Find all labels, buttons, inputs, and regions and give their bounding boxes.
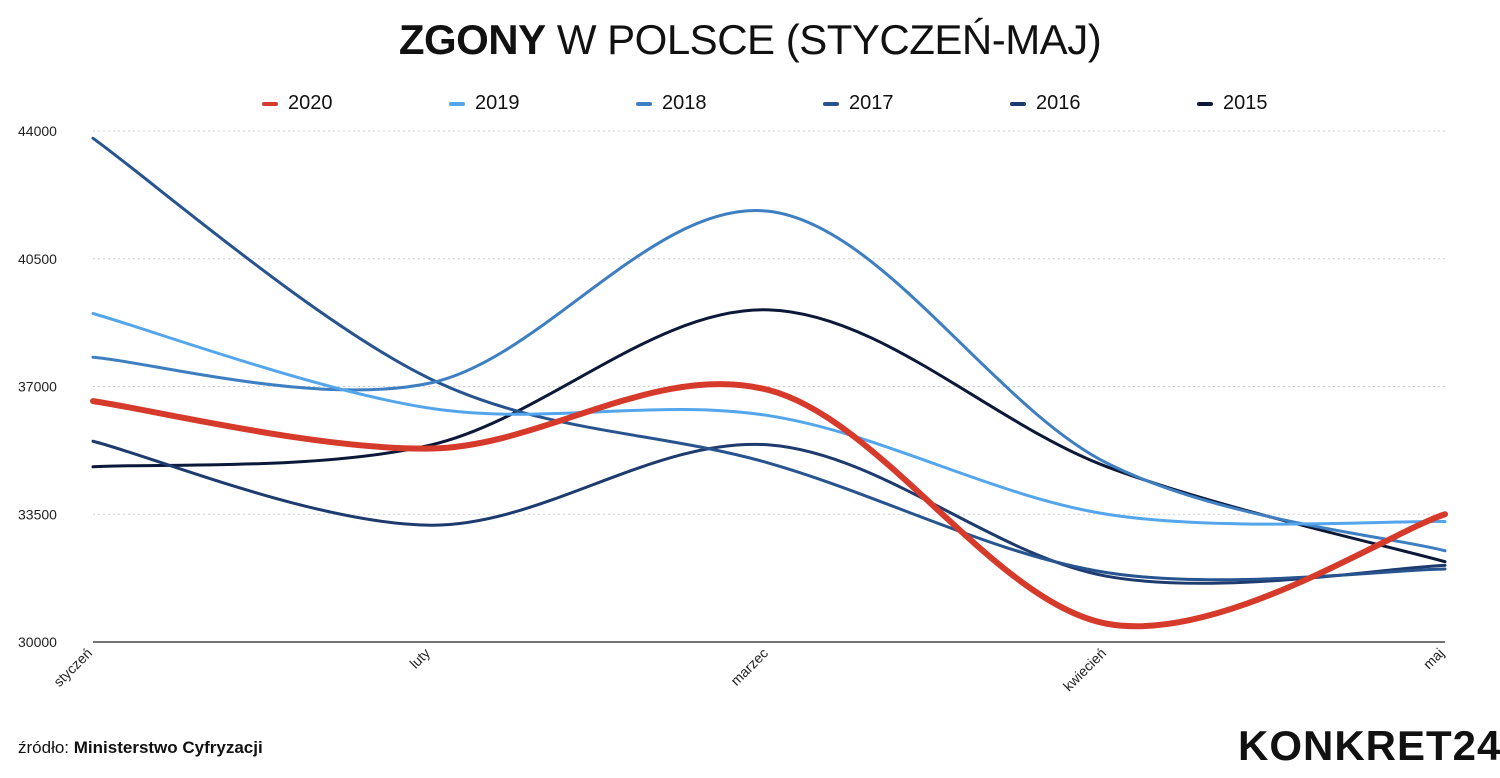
series-line-2017 (91, 136, 1447, 582)
chart-title-rest: W POLSCE (STYCZEŃ-MAJ) (556, 16, 1102, 63)
y-tick-label: 44000 (18, 123, 57, 139)
legend-swatch (636, 101, 652, 106)
series-line-2018 (91, 209, 1447, 553)
series-line-2020 (90, 381, 1448, 630)
legend-label: 2017 (849, 92, 894, 114)
y-tick-label: 33500 (18, 506, 57, 522)
x-tick-label: styczeń (50, 645, 95, 690)
legend-swatch (1197, 101, 1213, 106)
x-tick-label: kwiecień (1060, 645, 1109, 694)
legend-item-2019: 2019 (449, 92, 520, 115)
chart-title-bold: ZGONY (398, 16, 546, 63)
legend-label: 2019 (475, 92, 520, 114)
y-tick-label: 37000 (18, 379, 57, 395)
legend-item-2020: 2020 (262, 92, 333, 115)
legend-swatch (1010, 101, 1026, 106)
legend-label: 2018 (662, 92, 707, 114)
series-line-2019 (91, 312, 1447, 526)
x-tick-label: maj (1420, 645, 1447, 672)
legend-item-2017: 2017 (823, 92, 894, 115)
brand-logo: KONKRET24 (1238, 722, 1500, 769)
legend-label: 2016 (1036, 92, 1081, 114)
legend-label: 2020 (288, 92, 333, 114)
legend-swatch (262, 101, 278, 106)
source-label: źródło: (18, 738, 70, 757)
legend-item-2018: 2018 (636, 92, 707, 115)
legend-label: 2015 (1223, 92, 1268, 114)
legend-item-2016: 2016 (1010, 92, 1081, 115)
source-note: źródło: Ministerstwo Cyfryzacji (18, 738, 263, 758)
legend-item-2015: 2015 (1197, 92, 1268, 115)
y-tick-label: 30000 (18, 634, 57, 650)
series-line-2016 (91, 439, 1447, 585)
y-tick-label: 40500 (18, 251, 57, 267)
legend-swatch (823, 101, 839, 106)
x-tick-label: luty (406, 645, 433, 672)
chart-title: ZGONY W POLSCE (STYCZEŃ-MAJ) (0, 16, 1500, 64)
x-tick-label: marzec (727, 645, 771, 689)
legend-swatch (449, 101, 465, 106)
source-value: Ministerstwo Cyfryzacji (73, 738, 263, 757)
